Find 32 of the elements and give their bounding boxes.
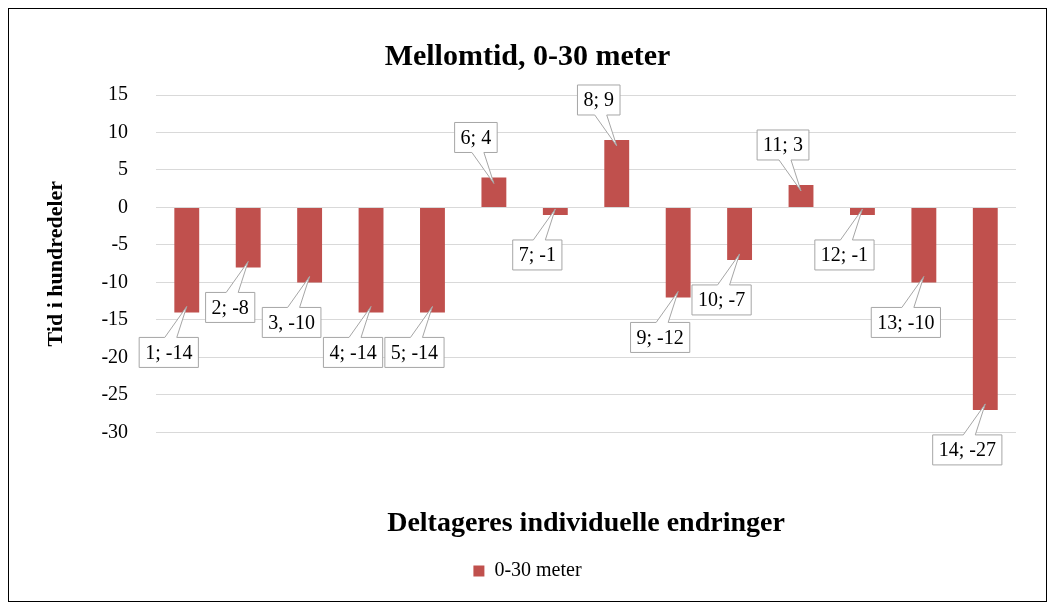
data-label: 10; -7 bbox=[697, 288, 746, 311]
bar bbox=[481, 177, 507, 207]
bar bbox=[850, 207, 875, 215]
bar bbox=[788, 184, 814, 207]
legend-label: 0-30 meter bbox=[494, 558, 582, 581]
data-label: 7; -1 bbox=[518, 243, 556, 266]
y-tick-label: -25 bbox=[101, 382, 129, 405]
y-tick-label: 0 bbox=[118, 194, 129, 217]
data-label: 1; -14 bbox=[145, 340, 193, 363]
bar bbox=[542, 207, 568, 215]
data-label: 5; -14 bbox=[390, 340, 439, 363]
data-label: 14; -27 bbox=[938, 438, 996, 461]
data-label: 6; 4 bbox=[460, 125, 492, 148]
data-label: 3, -10 bbox=[268, 310, 315, 333]
y-tick-label: 10 bbox=[108, 119, 129, 142]
data-label: 9; -12 bbox=[636, 325, 684, 348]
y-tick-label: -5 bbox=[111, 232, 129, 255]
y-tick-label: -30 bbox=[101, 419, 129, 442]
y-tick-label: 5 bbox=[118, 157, 129, 180]
data-label: 11; 3 bbox=[763, 133, 803, 156]
y-tick-label: -20 bbox=[101, 344, 129, 367]
data-label: 4; -14 bbox=[329, 340, 377, 363]
y-axis-title: Tid i hundredeler bbox=[41, 180, 67, 347]
data-label: 13; -10 bbox=[877, 310, 935, 333]
y-tick-label: -10 bbox=[101, 269, 129, 292]
data-label: 12; -1 bbox=[820, 243, 869, 266]
y-tick-label: -15 bbox=[101, 307, 129, 330]
data-label: 8; 9 bbox=[583, 88, 615, 111]
chart-title: Mellomtid, 0-30 meter bbox=[384, 37, 671, 71]
data-label: 2; -8 bbox=[211, 295, 249, 318]
y-tick-label: 15 bbox=[108, 82, 129, 105]
x-axis-title: Deltageres individuelle endringer bbox=[387, 506, 785, 538]
